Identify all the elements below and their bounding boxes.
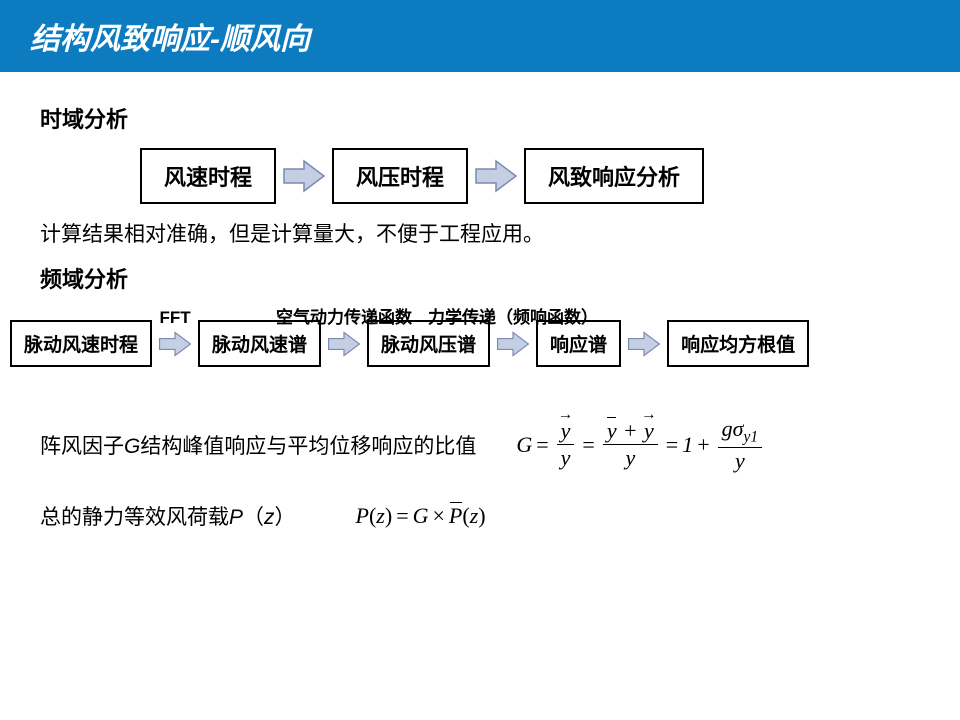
- flow-arrow: [474, 159, 518, 193]
- eq-op: =: [536, 432, 548, 458]
- eq-var: y: [561, 445, 571, 470]
- eq-label-text: （: [243, 506, 264, 529]
- flow-box: 脉动风速时程: [10, 320, 152, 367]
- flow-arrow: 力学传递（频响函数）: [496, 330, 530, 358]
- eq-var: y: [625, 445, 635, 470]
- flow-arrow: [627, 330, 661, 358]
- arrow-right-icon: [158, 330, 192, 358]
- eq-var: y: [644, 418, 654, 443]
- arrow-label: 空气动力传递函数: [276, 303, 412, 328]
- flow-box: 风速时程: [140, 148, 276, 204]
- flow-arrow: FFT: [158, 330, 192, 358]
- eq-var: P: [356, 503, 369, 529]
- equation-label: 阵风因子G结构峰值响应与平均位移响应的比值: [40, 430, 476, 460]
- slide-header: 结构风致响应-顺风向: [0, 0, 960, 72]
- eq-var: G: [516, 432, 532, 458]
- eq-fraction: y + y y: [603, 419, 658, 470]
- eq-var: z: [470, 503, 479, 529]
- eq-label-text: ）: [275, 506, 296, 529]
- eq-sub: y1: [744, 428, 759, 445]
- arrow-label: 力学传递（频响函数）: [428, 303, 598, 328]
- eq-label-symbol: G: [124, 435, 140, 458]
- time-domain-flow: 风速时程 风压时程 风致响应分析: [40, 148, 920, 204]
- freq-domain-flow: 脉动风速时程 FFT 脉动风速谱 空气动力传递函数 脉动风压谱 力学传递（频响函…: [10, 320, 920, 367]
- slide-title: 结构风致响应-顺风向: [30, 14, 310, 58]
- eq-fraction: gσy1 y: [718, 417, 762, 473]
- time-domain-note: 计算结果相对准确，但是计算量大，不便于工程应用。: [40, 218, 920, 248]
- arrow-right-icon: [627, 330, 661, 358]
- eq-op: =: [666, 432, 678, 458]
- freq-domain-heading: 频域分析: [40, 262, 920, 294]
- eq-op: +: [697, 432, 709, 458]
- eq-var: y: [607, 418, 617, 443]
- arrow-label: FFT: [159, 308, 190, 328]
- equation-row-static-load: 总的静力等效风荷载P（z） P(z) = G × P(z): [40, 501, 920, 531]
- eq-var: y: [561, 418, 571, 443]
- flow-box: 响应均方根值: [667, 320, 809, 367]
- arrow-right-icon: [496, 330, 530, 358]
- flow-arrow: 空气动力传递函数: [327, 330, 361, 358]
- eq-label-text: 总的静力等效风荷载: [40, 506, 229, 529]
- eq-op: ×: [433, 503, 445, 529]
- equation-formula-static-load: P(z) = G × P(z): [356, 503, 486, 529]
- eq-const: 1: [682, 432, 693, 458]
- flow-box: 风致响应分析: [524, 148, 704, 204]
- time-domain-heading: 时域分析: [40, 102, 920, 134]
- slide-content: 时域分析 风速时程 风压时程 风致响应分析 计算结果相对准确，但是计算量大，不便…: [0, 72, 960, 579]
- eq-var: z: [376, 503, 385, 529]
- flow-box: 风压时程: [332, 148, 468, 204]
- eq-fraction: y y: [557, 419, 575, 470]
- equation-row-gust-factor: 阵风因子G结构峰值响应与平均位移响应的比值 G = y y = y + y y …: [40, 417, 920, 473]
- eq-label-symbol: P: [229, 506, 243, 529]
- eq-op: =: [396, 503, 408, 529]
- eq-label-symbol: z: [264, 506, 275, 529]
- eq-var: y: [735, 448, 745, 473]
- eq-var: gσ: [722, 416, 744, 441]
- eq-op: =: [582, 432, 594, 458]
- eq-var: P: [449, 503, 462, 529]
- arrow-right-icon: [282, 159, 326, 193]
- arrow-right-icon: [474, 159, 518, 193]
- eq-var: G: [413, 503, 429, 529]
- eq-op: +: [624, 418, 636, 443]
- eq-label-text: 阵风因子: [40, 435, 124, 458]
- flow-arrow: [282, 159, 326, 193]
- eq-label-text: 结构峰值响应与平均位移响应的比值: [140, 435, 476, 458]
- equation-formula-gust-factor: G = y y = y + y y = 1 + gσ: [516, 417, 766, 473]
- equation-label: 总的静力等效风荷载P（z）: [40, 501, 296, 531]
- arrow-right-icon: [327, 330, 361, 358]
